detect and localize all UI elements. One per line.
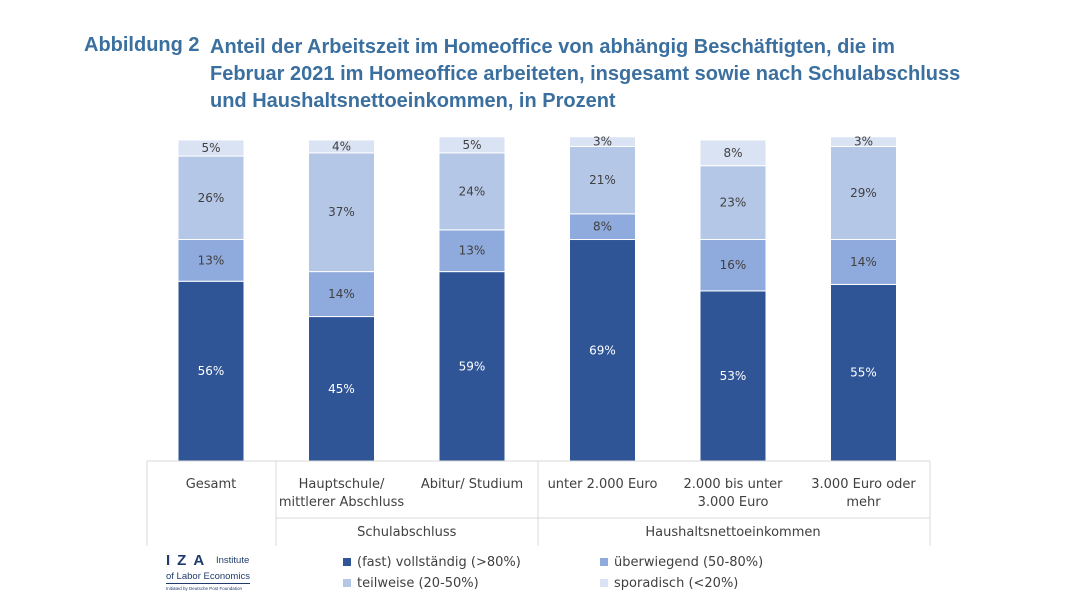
- data-label: 8%: [593, 220, 612, 234]
- data-label: 3%: [593, 135, 612, 149]
- data-label: 53%: [720, 369, 747, 383]
- data-label: 23%: [720, 196, 747, 210]
- data-label: 59%: [459, 359, 486, 373]
- bar-segment: [308, 271, 375, 318]
- data-label: 5%: [462, 138, 481, 152]
- category-label: Gesamt: [186, 477, 237, 492]
- figure-label: Abbildung 2: [84, 34, 200, 56]
- data-label: 26%: [198, 191, 225, 205]
- bar-segment: [177, 280, 245, 462]
- category-label: Abitur/ Studium: [421, 477, 523, 492]
- data-label: 24%: [459, 184, 486, 198]
- legend-swatch: [600, 558, 608, 566]
- bar-segment: [438, 152, 506, 231]
- data-label: 21%: [589, 173, 616, 187]
- figure-title: Anteil der Arbeitszeit im Homeoffice von…: [210, 36, 961, 112]
- bar-segment: [438, 136, 506, 154]
- data-label: 8%: [723, 146, 742, 160]
- bar-segment: [438, 271, 506, 462]
- legend-swatch: [343, 558, 351, 566]
- group-label: Haushaltsnettoeinkommen: [645, 525, 820, 540]
- group-label: Schulabschluss: [357, 525, 456, 540]
- bar-segment: [308, 139, 375, 154]
- bar-segment: [177, 239, 245, 282]
- legend-label: (fast) vollständig (>80%): [357, 555, 521, 570]
- bar-segment: [699, 139, 767, 167]
- bar-segment: [308, 152, 375, 273]
- legend-label: überwiegend (50-80%): [614, 555, 763, 570]
- data-label: 3%: [854, 135, 873, 149]
- bar-segment: [699, 239, 767, 292]
- data-label: 14%: [850, 255, 877, 269]
- data-label: 13%: [459, 244, 486, 258]
- bar-segment: [830, 283, 897, 462]
- bar-segment: [699, 290, 767, 462]
- data-label: 14%: [328, 287, 355, 301]
- data-label: 29%: [850, 186, 877, 200]
- bar-segment: [830, 145, 897, 241]
- logo-institute-text: Institute: [216, 555, 250, 566]
- data-label: 69%: [589, 343, 616, 357]
- logo-iza-text: IZA: [166, 552, 212, 569]
- data-label: 45%: [328, 382, 355, 396]
- data-label: 56%: [198, 364, 225, 378]
- legend-label: sporadisch (<20%): [614, 576, 738, 591]
- bar-segment: [830, 136, 897, 147]
- bar-segment: [569, 213, 636, 241]
- data-label: 16%: [720, 258, 747, 272]
- bar-segment: [699, 165, 767, 241]
- category-label: 3.000 Euro oder mehr: [811, 477, 916, 510]
- legend-label: teilweise (20-50%): [357, 576, 479, 591]
- bar-segment: [569, 239, 636, 462]
- data-label: 13%: [198, 253, 225, 267]
- category-label: Hauptschule/mittlerer Abschluss: [279, 477, 405, 510]
- iza-logo: IZA Institute of Labor Economics Initiat…: [166, 552, 266, 596]
- bar-segment: [177, 139, 245, 157]
- data-label: 37%: [328, 205, 355, 219]
- logo-initiated-text: Initiated by Deutsche Post Foundation: [166, 586, 243, 591]
- bar-segment: [569, 145, 636, 215]
- bar-segment: [308, 316, 375, 462]
- data-label: 5%: [201, 141, 220, 155]
- data-label: 55%: [850, 366, 877, 380]
- legend-swatch: [600, 579, 608, 587]
- bar-segment: [177, 155, 245, 241]
- legend-swatch: [343, 579, 351, 587]
- category-label: 2.000 bis unter 3.000 Euro: [683, 477, 783, 510]
- bar-segment: [569, 136, 636, 147]
- data-label: 4%: [332, 139, 351, 153]
- logo-labor-text: of Labor Economics: [166, 571, 250, 584]
- category-label: unter 2.000 Euro: [548, 477, 658, 492]
